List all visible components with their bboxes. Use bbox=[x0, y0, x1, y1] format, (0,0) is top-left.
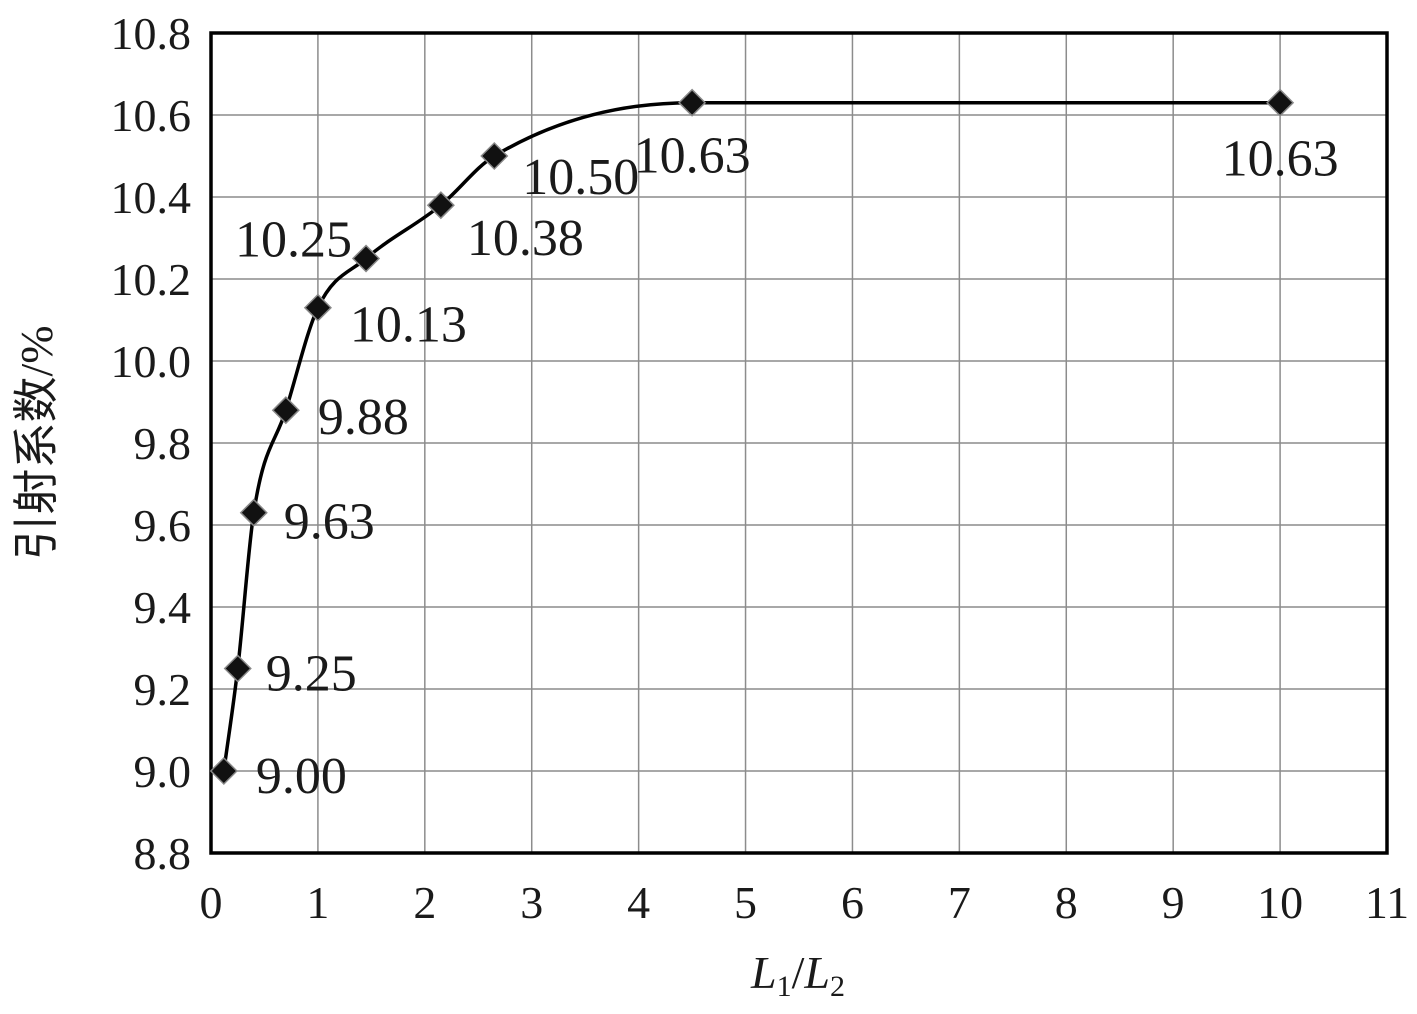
data-label-3: 9.88 bbox=[318, 389, 409, 446]
x-tick-label-0: 0 bbox=[200, 877, 223, 928]
x-tick-label-4: 4 bbox=[627, 877, 650, 928]
x-tick-label-6: 6 bbox=[841, 877, 864, 928]
y-tick-label-8: 10.4 bbox=[111, 172, 192, 223]
data-point-9 bbox=[1266, 88, 1295, 117]
x-axis-title-sub1: 1 bbox=[777, 970, 792, 1003]
y-tick-label-0: 8.8 bbox=[134, 828, 192, 879]
data-markers bbox=[209, 88, 1295, 786]
x-axis-title-l1: L bbox=[750, 947, 777, 998]
x-tick-label-9: 9 bbox=[1162, 877, 1185, 928]
data-point-6 bbox=[426, 191, 455, 220]
data-label-4: 10.13 bbox=[350, 297, 467, 354]
data-label-7: 10.50 bbox=[522, 149, 639, 206]
y-tick-label-9: 10.6 bbox=[111, 90, 192, 141]
data-label-2: 9.63 bbox=[284, 494, 375, 551]
data-point-7 bbox=[480, 141, 509, 171]
x-tick-label-11: 11 bbox=[1365, 877, 1409, 928]
x-tick-label-8: 8 bbox=[1055, 877, 1078, 928]
y-tick-label-7: 10.2 bbox=[111, 254, 192, 305]
data-point-4 bbox=[303, 293, 332, 322]
data-point-1 bbox=[223, 654, 252, 683]
data-point-8 bbox=[678, 88, 707, 117]
x-tick-label-7: 7 bbox=[948, 877, 971, 928]
data-label-0: 9.00 bbox=[256, 748, 347, 805]
data-label-8: 10.63 bbox=[634, 128, 751, 185]
y-tick-label-2: 9.2 bbox=[134, 664, 192, 715]
y-tick-label-10: 10.8 bbox=[111, 8, 192, 59]
x-tick-label-2: 2 bbox=[413, 877, 436, 928]
y-tick-label-4: 9.6 bbox=[134, 500, 192, 551]
data-point-3 bbox=[271, 396, 300, 425]
x-tick-label-3: 3 bbox=[520, 877, 543, 928]
data-label-1: 9.25 bbox=[266, 646, 357, 703]
data-point-0 bbox=[209, 756, 238, 786]
y-tick-label-5: 9.8 bbox=[134, 418, 192, 469]
data-point-2 bbox=[239, 498, 268, 527]
y-axis-title: 引射系数/% bbox=[11, 325, 62, 560]
x-axis-title: L1/L2 bbox=[750, 947, 845, 1003]
y-tick-label-1: 9.0 bbox=[134, 746, 192, 797]
data-label-5: 10.25 bbox=[235, 212, 352, 269]
x-axis-tick-labels: 0 1 2 3 4 5 6 7 8 9 10 11 bbox=[200, 877, 1410, 928]
y-tick-label-3: 9.4 bbox=[134, 582, 192, 633]
data-label-9: 10.63 bbox=[1222, 131, 1339, 188]
data-point-5 bbox=[351, 244, 381, 273]
x-axis-title-sub2: 2 bbox=[830, 970, 845, 1003]
x-tick-label-10: 10 bbox=[1257, 877, 1303, 928]
y-tick-label-6: 10.0 bbox=[111, 336, 192, 387]
x-axis-title-l2: L bbox=[803, 947, 830, 998]
y-axis-tick-labels: 8.8 9.0 9.2 9.4 9.6 9.8 10.0 10.2 10.4 10.6 10.8 bbox=[111, 8, 192, 879]
x-tick-label-1: 1 bbox=[306, 877, 329, 928]
x-tick-label-5: 5 bbox=[734, 877, 757, 928]
plot-area-frame bbox=[209, 31, 1389, 855]
x-axis-title-slash: / bbox=[792, 947, 805, 998]
data-label-6: 10.38 bbox=[467, 210, 584, 267]
